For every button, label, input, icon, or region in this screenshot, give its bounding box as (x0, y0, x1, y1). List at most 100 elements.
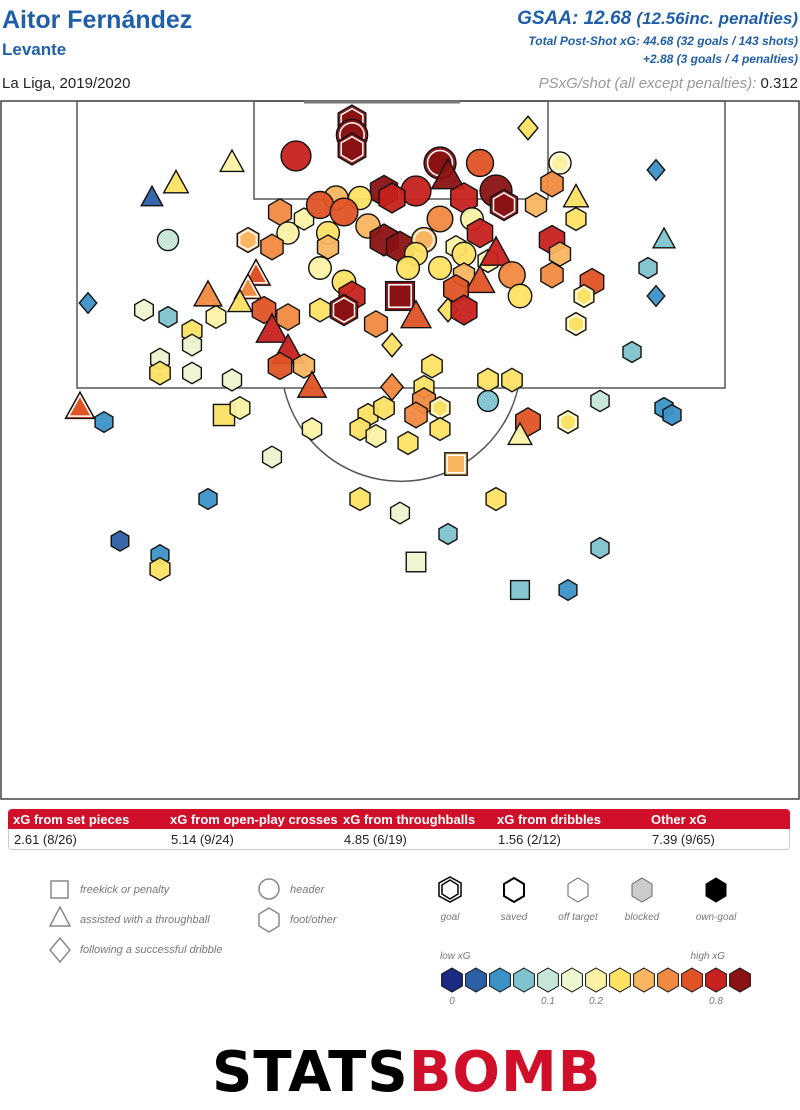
legend-dribble: following a successful dribble (80, 944, 222, 956)
shot-marker-10 (646, 158, 666, 182)
shot-marker-91 (292, 353, 316, 379)
shot-marker-66 (384, 280, 416, 312)
shot-marker-87 (181, 333, 203, 357)
xg-color-scale (441, 967, 751, 993)
outcome-off-target-icon (567, 877, 589, 903)
shot-marker-25 (267, 197, 293, 227)
competition-label: La Liga, 2019/2020 (2, 75, 131, 92)
shot-marker-12 (162, 169, 190, 194)
shot-marker-126 (349, 486, 371, 512)
shot-marker-109 (94, 410, 114, 434)
shot-marker-117 (301, 417, 323, 441)
shot-marker-59 (638, 256, 658, 280)
shot-marker-102 (64, 390, 96, 420)
shot-marker-90 (267, 351, 293, 381)
shot-marker-79 (205, 304, 227, 330)
shot-marker-27 (305, 190, 335, 220)
shot-marker-128 (389, 501, 411, 525)
outcome-blocked-icon (631, 877, 653, 903)
shot-marker-6 (218, 148, 246, 173)
shot-marker-93 (181, 361, 203, 385)
scale-swatch-1 (441, 967, 463, 993)
scale-swatch-11 (681, 967, 703, 993)
shot-marker-86 (381, 332, 403, 358)
scale-tick-0-8: 0.8 (709, 996, 723, 1007)
shot-marker-122 (397, 430, 419, 456)
scale-tick-0-2: 0.2 (589, 996, 603, 1007)
circle-shape-icon (258, 878, 280, 900)
header-crosses: xG from open-play crosses (170, 812, 338, 827)
shot-marker-129 (438, 522, 458, 546)
shot-marker-118 (349, 416, 371, 442)
shots-layer (64, 104, 682, 602)
shot-marker-39 (156, 228, 180, 252)
shot-marker-41 (260, 233, 284, 261)
value-throughballs: 4.85 (6/19) (344, 832, 407, 847)
scale-low-label: low xG (440, 951, 471, 962)
legend-header: header (290, 884, 326, 896)
shot-marker-71 (226, 288, 254, 313)
scale-swatch-4 (513, 967, 535, 993)
logo-stats: STATS (212, 1040, 409, 1105)
header-dribbles: xG from dribbles (497, 812, 602, 827)
xg-breakdown-table: xG from set pieces xG from open-play cro… (8, 809, 790, 850)
shot-marker-53 (427, 255, 453, 281)
header-right: GSAA: 12.68 (12.56inc. penalties) Total … (517, 8, 798, 66)
logo-bomb: BOMB (408, 1040, 602, 1105)
shot-marker-77 (646, 284, 666, 308)
square-shape-icon (50, 880, 69, 899)
psxg-per-shot-value: 0.312 (760, 75, 798, 92)
legend: freekick or penalty assisted with a thro… (48, 876, 751, 1007)
shot-marker-95 (622, 340, 642, 364)
shot-marker-106 (590, 389, 610, 413)
gsaa-value: GSAA: 12.68 (517, 8, 632, 29)
shot-marker-83 (565, 311, 587, 337)
scale-high-label: high xG (691, 951, 726, 962)
shot-marker-20 (378, 182, 406, 214)
shot-marker-4 (280, 140, 312, 172)
shot-marker-52 (395, 255, 421, 281)
legend-goal: goal (441, 912, 461, 923)
shot-marker-96 (221, 368, 243, 392)
shot-marker-99 (296, 370, 328, 398)
shot-marker-114 (404, 401, 428, 429)
header-other: Other xG (651, 812, 707, 827)
shot-marker-94 (421, 353, 443, 379)
xg-breakdown-header: xG from set pieces xG from open-play cro… (8, 809, 790, 829)
shot-marker-80 (399, 299, 433, 329)
shot-marker-9 (548, 151, 572, 175)
shot-marker-92 (149, 360, 171, 386)
triangle-shape-icon (48, 905, 72, 927)
scale-swatch-9 (633, 967, 655, 993)
shot-marker-98 (501, 367, 523, 393)
shot-marker-136 (558, 578, 578, 602)
scale-swatch-5 (537, 967, 559, 993)
legend-own-goal: own-goal (696, 912, 737, 923)
scale-tick-0-1: 0.1 (541, 996, 555, 1007)
shot-marker-130 (110, 530, 130, 552)
total-psxg: Total Post-Shot xG: 44.68 (32 goals / 14… (528, 34, 798, 48)
shot-marker-127 (485, 486, 507, 512)
scale-swatch-3 (489, 967, 511, 993)
shot-marker-42 (316, 234, 340, 260)
scale-swatch-6 (561, 967, 583, 993)
shot-marker-123 (261, 445, 283, 469)
xg-breakdown-values: 2.61 (8/26) 5.14 (9/24) 4.85 (6/19) 1.56… (8, 829, 790, 850)
shot-marker-11 (430, 157, 466, 190)
shot-marker-113 (373, 395, 395, 421)
value-set-pieces: 2.61 (8/26) (14, 832, 77, 847)
shot-marker-70 (133, 298, 155, 322)
shot-marker-73 (309, 297, 331, 323)
psxg-per-shot-label: PSxG/shot (all except penalties): (538, 75, 757, 92)
shot-marker-116 (557, 409, 579, 435)
hexagon-shape-icon (258, 907, 280, 933)
legend-foot: foot/other (290, 914, 338, 926)
shot-marker-124 (444, 452, 468, 476)
value-dribbles: 1.56 (2/12) (498, 832, 561, 847)
diamond-shape-icon (49, 936, 71, 964)
statsbomb-logo: STATSBOMB (212, 1043, 601, 1103)
header-left: Aitor Fernández Levante (2, 4, 192, 60)
outcome-goal-icon (438, 876, 462, 903)
value-other: 7.39 (9/65) (652, 832, 715, 847)
legend-throughball: assisted with a throughball (80, 914, 210, 926)
